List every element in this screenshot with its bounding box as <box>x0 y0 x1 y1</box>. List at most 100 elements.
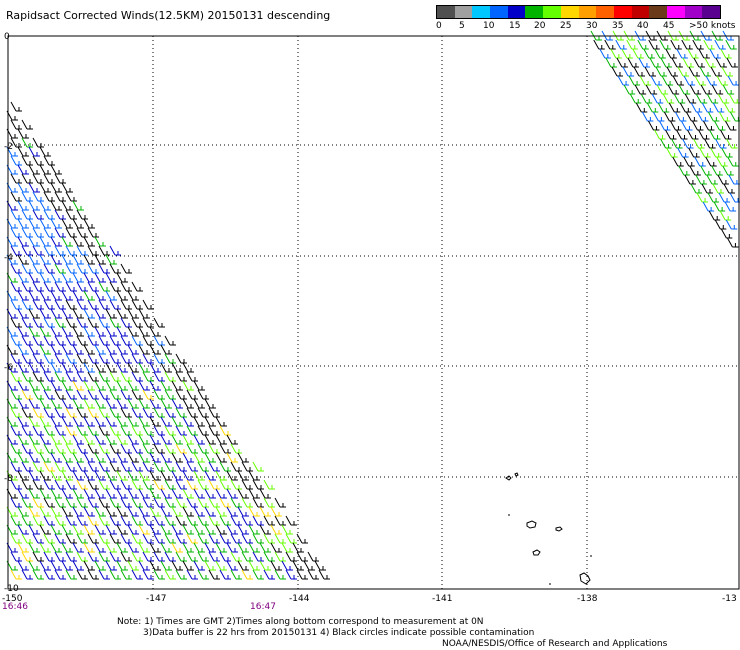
wind-barb <box>659 120 671 131</box>
island-outline <box>532 549 541 556</box>
wind-barb <box>671 57 683 68</box>
colorbar-label: 40 <box>637 21 649 31</box>
wind-barb <box>171 470 183 481</box>
lon-tick-label: -147 <box>146 594 166 604</box>
wind-barb <box>21 479 33 490</box>
wind-barb <box>65 407 77 418</box>
wind-barb <box>109 389 121 400</box>
wind-barb <box>87 479 99 490</box>
wind-barb <box>6 290 18 301</box>
wind-barb <box>43 533 55 544</box>
wind-barb <box>149 470 161 481</box>
wind-barb <box>6 326 18 337</box>
wind-barb <box>72 452 84 463</box>
wind-barb <box>182 398 194 409</box>
wind-barb <box>65 479 77 490</box>
wind-barb <box>105 488 117 499</box>
wind-barb <box>263 551 275 562</box>
wind-barb <box>21 299 33 310</box>
wind-barb <box>21 191 33 202</box>
wind-barb <box>50 560 62 571</box>
wind-barb <box>252 497 264 508</box>
wind-barb <box>76 389 88 400</box>
wind-barb <box>270 524 282 535</box>
wind-barb <box>120 317 132 328</box>
wind-barb <box>219 425 231 436</box>
wind-barb <box>160 452 172 463</box>
wind-barb <box>175 407 187 418</box>
wind-barb <box>677 66 689 77</box>
wind-barb <box>193 416 205 427</box>
wind-barb <box>6 524 18 535</box>
wind-barb <box>87 245 99 256</box>
wind-barb <box>116 272 128 283</box>
wind-barb <box>703 120 715 131</box>
wind-barb <box>109 353 121 364</box>
wind-barb <box>153 461 165 472</box>
wind-barb <box>120 353 132 364</box>
wind-barb <box>120 281 132 292</box>
wind-barb <box>61 506 73 517</box>
wind-barb <box>708 210 721 221</box>
wind-barb <box>10 155 22 166</box>
wind-barb <box>127 290 139 301</box>
wind-barb <box>21 389 33 400</box>
wind-barb <box>21 173 33 184</box>
wind-barb <box>72 254 84 265</box>
wind-barb <box>10 533 22 544</box>
wind-barb <box>193 488 205 499</box>
wind-barb <box>699 66 711 77</box>
wind-barb <box>10 119 22 130</box>
wind-barb <box>28 218 40 229</box>
wind-barb <box>186 569 198 580</box>
wind-barb <box>241 551 253 562</box>
wind-barb <box>72 344 84 355</box>
wind-barb <box>175 515 187 526</box>
wind-barb <box>712 102 725 113</box>
wind-barb <box>17 362 29 373</box>
wind-barb <box>61 488 73 499</box>
wind-barb <box>164 443 176 454</box>
map-frame <box>7 35 740 590</box>
wind-barb <box>50 380 62 391</box>
wind-barb <box>237 560 249 571</box>
wind-barb <box>725 39 737 50</box>
wind-barb <box>39 542 51 553</box>
wind-barb <box>65 551 77 562</box>
wind-barb <box>61 398 73 409</box>
wind-barb <box>50 524 62 535</box>
colorbar-label: 0 <box>436 21 442 31</box>
wind-barb <box>683 75 696 86</box>
wind-barb <box>193 542 205 553</box>
wind-barb <box>633 66 645 77</box>
wind-barb <box>700 84 713 95</box>
wind-barb <box>281 524 293 535</box>
wind-barb <box>153 551 165 562</box>
wind-barb <box>164 353 176 364</box>
wind-barb <box>142 317 154 328</box>
wind-barb <box>39 308 51 319</box>
wind-barb <box>17 560 29 571</box>
wind-barb <box>153 425 165 436</box>
wind-barb <box>43 281 55 292</box>
wind-barb <box>142 335 154 346</box>
wind-barb <box>21 227 33 238</box>
wind-barb <box>32 227 44 238</box>
wind-barb <box>219 533 231 544</box>
wind-barb <box>142 353 154 364</box>
wind-barb <box>672 156 684 167</box>
wind-barb <box>175 353 187 364</box>
wind-barb <box>307 551 319 562</box>
wind-barb <box>149 344 161 355</box>
wind-barb <box>83 416 95 427</box>
wind-barb <box>109 551 121 562</box>
wind-barb <box>712 183 724 194</box>
wind-barb <box>660 138 672 149</box>
wind-barb <box>83 344 95 355</box>
wind-barb <box>39 344 51 355</box>
wind-barb <box>83 470 95 481</box>
wind-barb <box>182 524 194 535</box>
colorbar-swatch <box>437 6 455 18</box>
wind-barb <box>94 470 106 481</box>
wind-barb <box>131 371 143 382</box>
